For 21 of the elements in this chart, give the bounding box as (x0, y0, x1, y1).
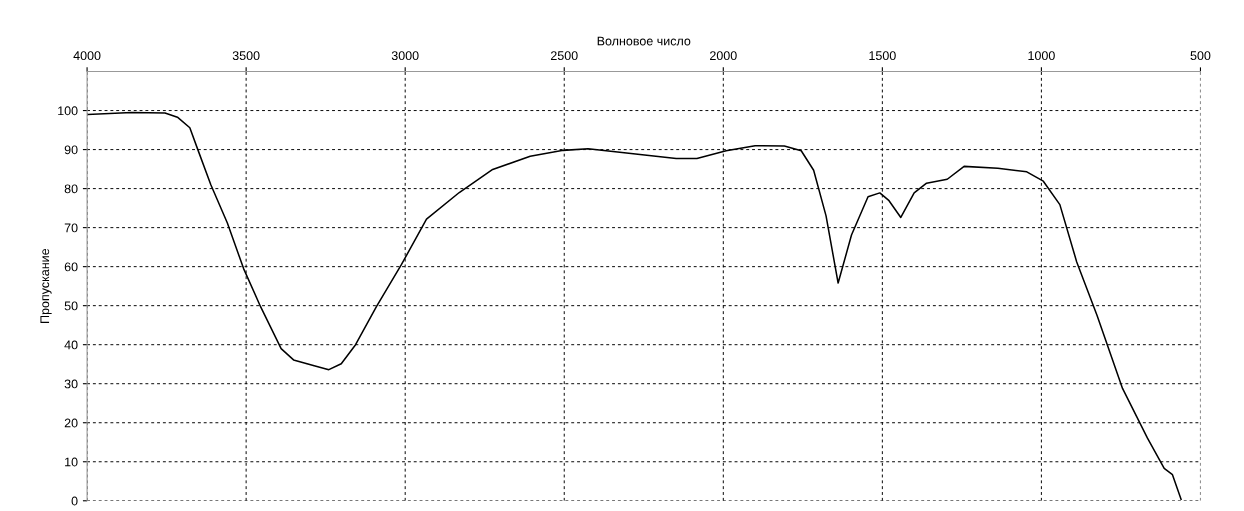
y-tick-label: 50 (64, 301, 78, 311)
y-tick-label: 0 (71, 496, 78, 506)
y-tick-label: 90 (64, 145, 78, 155)
x-tick-label: 2000 (710, 51, 737, 61)
x-tick-label: 2500 (550, 51, 578, 61)
y-axis-title: Пропускание (40, 248, 52, 323)
x-tick-label: 1500 (869, 51, 896, 61)
y-tick-label: 30 (64, 379, 78, 389)
x-tick-label: 1000 (1028, 51, 1055, 61)
x-tick-label: 3000 (391, 51, 419, 61)
y-tick-label: 80 (64, 184, 78, 194)
y-tick-label: 100 (58, 106, 78, 116)
x-tick-label: 4000 (73, 51, 101, 61)
y-tick-label: 60 (64, 262, 78, 272)
x-axis-title: Волновое число (597, 36, 691, 46)
x-tick-label: 3500 (232, 51, 260, 61)
y-tick-label: 10 (65, 457, 78, 467)
y-tick-label: 20 (64, 418, 78, 428)
y-tick-label: 40 (64, 340, 78, 350)
y-tick-label: 70 (64, 223, 78, 233)
x-tick-label: 500 (1190, 51, 1211, 61)
